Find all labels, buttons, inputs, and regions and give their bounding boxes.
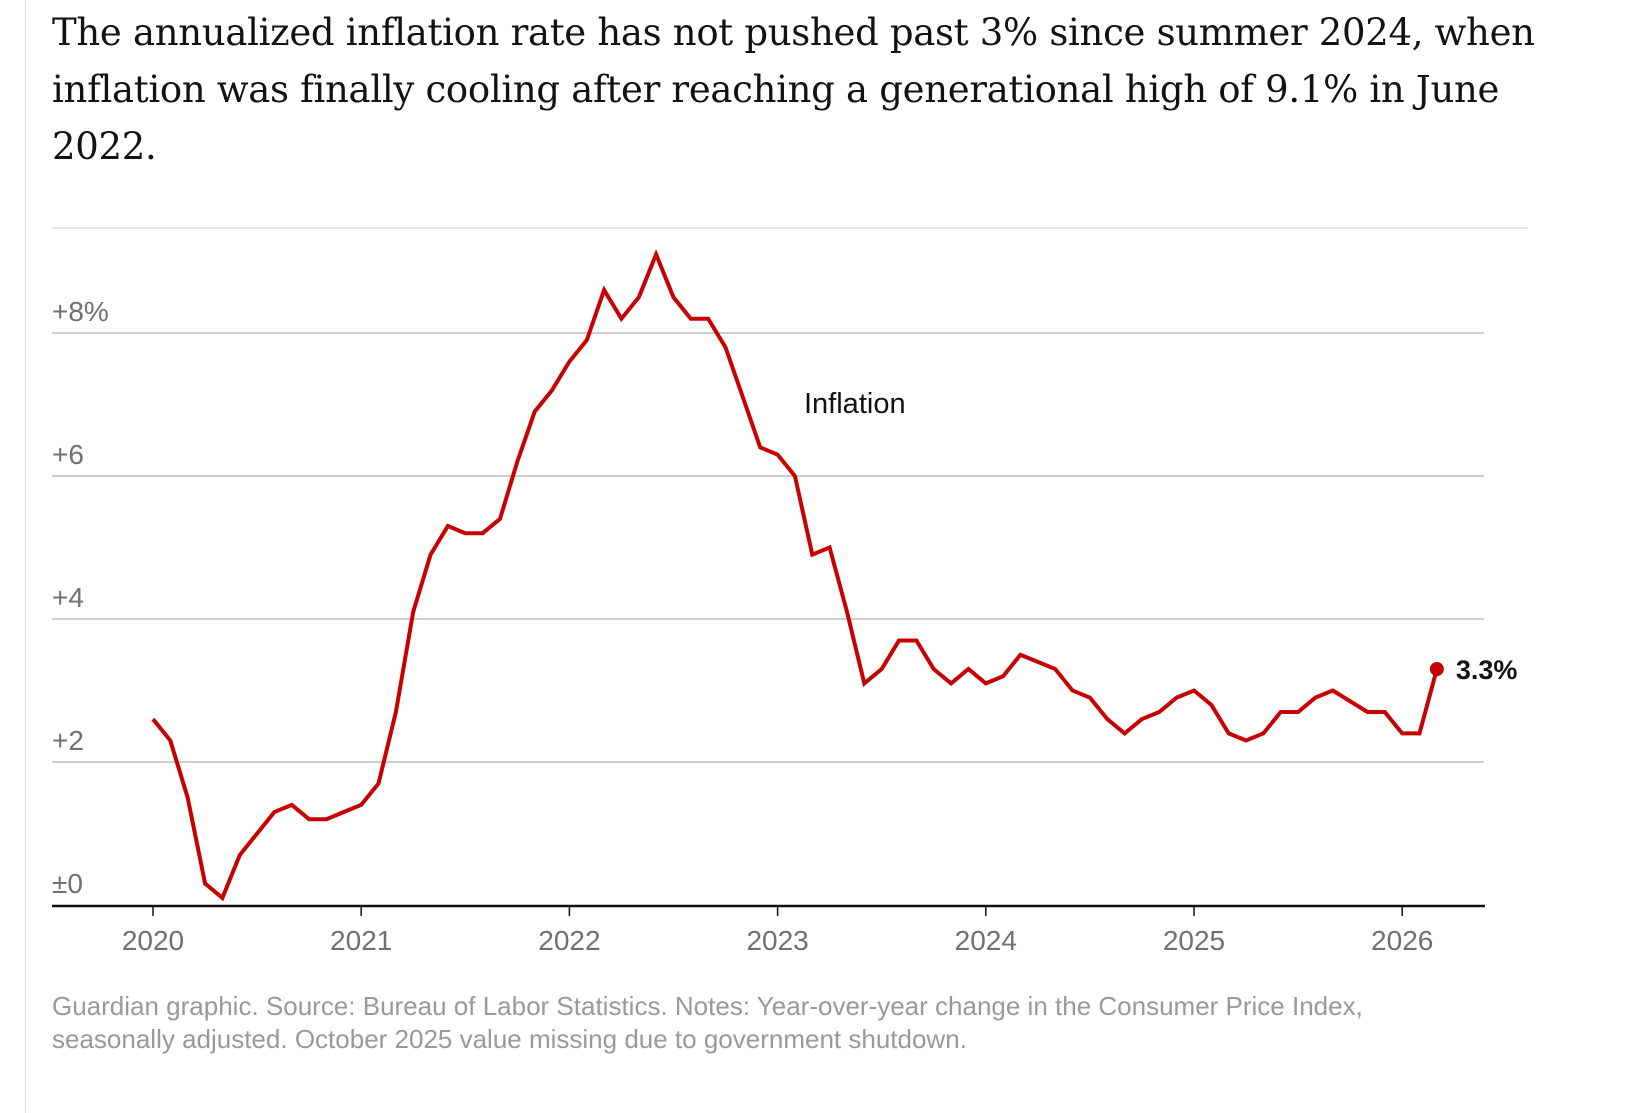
- x-tick-label: 2020: [122, 925, 184, 956]
- chart-title: The annualized inflation rate has not pu…: [52, 11, 1535, 168]
- y-tick-label: +4: [52, 582, 84, 613]
- x-tick-label: 2023: [746, 925, 808, 956]
- x-tick-label: 2021: [330, 925, 392, 956]
- x-tick-label: 2022: [538, 925, 600, 956]
- x-tick-label: 2025: [1163, 925, 1225, 956]
- left-border: [25, 0, 26, 1113]
- y-tick-label: ±0: [52, 868, 83, 899]
- last-point-label: 3.3%: [1456, 655, 1518, 685]
- x-tick-label: 2024: [955, 925, 1017, 956]
- last-point-marker: [1429, 662, 1444, 677]
- x-tick-label: 2026: [1371, 925, 1433, 956]
- y-tick-label: +6: [52, 439, 84, 470]
- y-tick-label: +8%: [52, 296, 109, 327]
- y-tick-label: +2: [52, 725, 84, 756]
- footer-notes: Guardian graphic. Source: Bureau of Labo…: [52, 990, 1532, 1056]
- series-line-inflation: [151, 249, 1439, 902]
- series-label-inflation: Inflation: [804, 388, 906, 420]
- footer-line-2: seasonally adjusted. October 2025 value …: [52, 1024, 967, 1054]
- footer-line-1: Guardian graphic. Source: Bureau of Labo…: [52, 991, 1363, 1021]
